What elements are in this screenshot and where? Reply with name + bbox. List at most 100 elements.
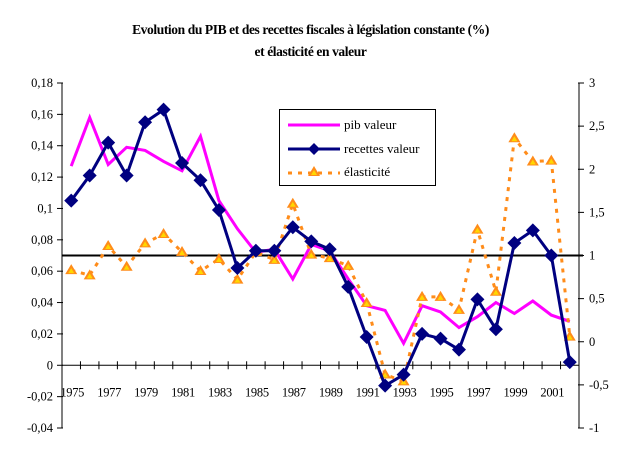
data-point-triangle [83, 269, 96, 280]
data-point-triangle [194, 265, 207, 276]
data-point-triangle [157, 227, 170, 238]
legend-item-pib: pib valeur [280, 116, 437, 134]
triangle-inner [86, 273, 93, 279]
x-tick-label: 1987 [282, 385, 306, 399]
triangle-inner [197, 269, 204, 275]
data-point-triangle [231, 273, 244, 284]
y-tick-label-right: 2,5 [589, 119, 605, 133]
x-tick-label: 1997 [467, 385, 491, 399]
y-tick-label-right: 1,5 [589, 205, 605, 219]
y-tick-label-right: -1 [589, 421, 599, 435]
series-line [70, 134, 572, 384]
data-point-triangle [102, 240, 115, 251]
data-point-triangle [268, 253, 281, 264]
y-tick-label-right: 1 [589, 249, 595, 263]
triangle-inner [363, 300, 370, 306]
data-point-diamond [304, 234, 319, 249]
data-point-diamond [488, 322, 503, 337]
y-tick-label-left: 0,04 [31, 296, 54, 310]
data-point-diamond [359, 330, 374, 345]
triangle-inner [455, 307, 462, 313]
data-point-triangle [508, 132, 521, 143]
legend-label-pib: pib valeur [344, 117, 397, 132]
y-tick-label-left: 0,08 [31, 233, 53, 247]
data-point-diamond [82, 168, 97, 183]
data-point-triangle [65, 264, 78, 275]
data-point-diamond [415, 326, 430, 341]
triangle-inner [326, 256, 333, 262]
y-tick-label-right: 0,5 [589, 292, 605, 306]
y-tick-label-right: 2 [589, 162, 595, 176]
data-point-diamond [396, 367, 411, 382]
data-point-diamond [451, 342, 466, 357]
triangle-inner [289, 201, 296, 207]
y-tick-label-left: 0,18 [31, 76, 53, 90]
legend-item-elasticite: élasticité [280, 163, 437, 181]
x-tick-label: 1981 [171, 385, 195, 399]
triangle-inner [234, 277, 241, 283]
triangle-inner [566, 334, 573, 340]
data-point-triangle [434, 290, 447, 301]
data-point-diamond [119, 168, 134, 183]
x-tick-label: 1993 [393, 385, 417, 399]
data-point-diamond [193, 173, 208, 188]
legend-item-recettes: recettes valeur [280, 140, 437, 158]
x-tick-label: 1977 [97, 385, 121, 399]
triangle-inner [142, 241, 149, 247]
triangle-inner [419, 294, 426, 300]
series-line [69, 107, 572, 388]
chart-subtitle: et élasticité en valeur [254, 44, 367, 59]
triangle-inner [400, 379, 407, 385]
data-point-triangle [471, 223, 484, 234]
diamond-marker-icon [308, 143, 320, 155]
y-tick-label-left: -0,02 [27, 390, 53, 404]
y-tick-label-right: 3 [589, 76, 595, 90]
tick-labels-layer: -0,04 -0,02 0 0,02 0,04 0,06 0,08 0,1 0,12 0,14 0,… [27, 76, 609, 435]
data-point-triangle [545, 154, 558, 165]
triangle-inner [160, 231, 167, 237]
y-tick-label-left: 0,12 [31, 170, 53, 184]
data-point-diamond [64, 193, 79, 208]
data-point-diamond [341, 279, 356, 294]
legend: pib valeur recettes valeur élasticité [279, 109, 436, 186]
data-point-diamond [525, 223, 540, 238]
data-point-triangle [120, 260, 133, 271]
data-point-triangle [416, 290, 429, 301]
data-point-triangle [323, 252, 336, 263]
data-point-triangle [139, 237, 152, 248]
series-line [69, 113, 571, 347]
legend-swatch-elasticite [288, 166, 340, 176]
data-point-diamond [470, 292, 485, 307]
data-point-diamond [248, 243, 263, 258]
data-point-triangle [286, 197, 299, 208]
y-tick-label-left: -0,04 [27, 421, 54, 435]
triangle-inner [105, 244, 112, 250]
triangle-inner [529, 159, 536, 165]
data-point-diamond [138, 115, 153, 130]
triangle-inner [123, 264, 130, 270]
y-tick-label-left: 0,02 [31, 327, 53, 341]
x-tick-label: 1999 [503, 385, 527, 399]
series-pib-valeur [69, 113, 571, 347]
data-point-diamond [378, 378, 393, 393]
axes [57, 82, 584, 429]
data-point-diamond [562, 355, 577, 370]
triangle-inner [68, 268, 75, 274]
triangle-inner [492, 289, 499, 295]
triangle-inner [271, 257, 278, 263]
data-point-diamond [322, 242, 337, 257]
data-point-diamond [211, 203, 226, 218]
data-point-triangle [212, 252, 225, 263]
series-recettes-valeur [64, 102, 577, 393]
triangle-inner [179, 250, 186, 256]
triangle-inner [437, 294, 444, 300]
chart-title: Evolution du PIB et des recettes fiscale… [132, 22, 489, 37]
triangle-inner [308, 252, 315, 258]
x-tick-label: 1979 [134, 385, 158, 399]
x-tick-label: 2001 [540, 385, 564, 399]
data-point-diamond [285, 220, 300, 235]
triangle-inner [474, 227, 481, 233]
legend-label-recettes: recettes valeur [344, 141, 420, 156]
data-point-diamond [507, 235, 522, 250]
